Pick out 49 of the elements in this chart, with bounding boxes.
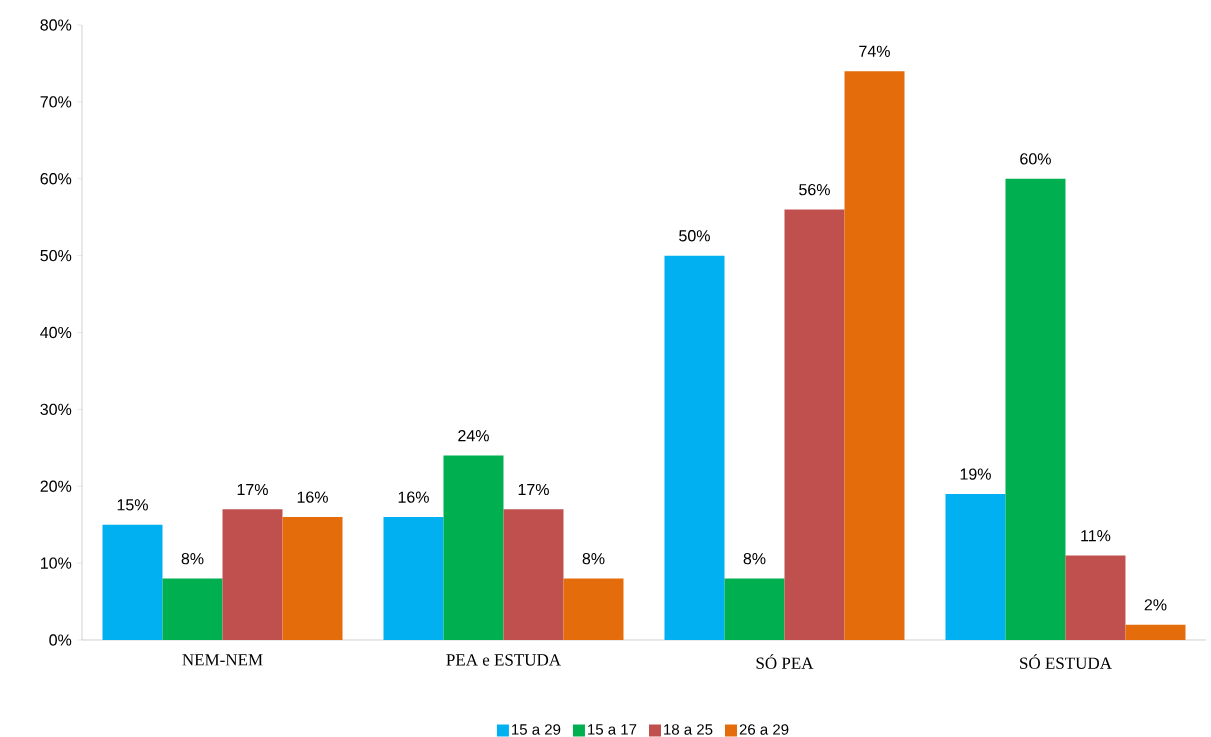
bar (282, 517, 343, 640)
data-label: 8% (582, 552, 605, 565)
data-label: 17% (237, 483, 268, 496)
bar (102, 524, 163, 640)
data-label: 50% (679, 230, 710, 242)
legend-label: 15 a 29 (512, 724, 561, 735)
y-tick-label: 60% (40, 173, 72, 185)
bar (945, 493, 1006, 640)
y-tick-label: 80% (40, 19, 72, 31)
data-label: 16% (297, 491, 328, 503)
x-tick-label: SÓ ESTUDA (1020, 654, 1112, 669)
bar (563, 578, 624, 640)
bar (503, 509, 564, 640)
bar (1125, 624, 1186, 640)
legend-label: 18 a 25 (664, 724, 713, 735)
bar (1005, 178, 1066, 640)
bar (1065, 555, 1126, 640)
bar (724, 578, 785, 640)
bar (664, 255, 725, 640)
data-label: 2% (1144, 599, 1167, 611)
x-tick-label: PEA e ESTUDA (446, 654, 561, 666)
y-tick-label: 70% (40, 96, 72, 108)
y-tick-label: 10% (41, 557, 72, 569)
data-label: 60% (1020, 153, 1051, 165)
data-label: 19% (960, 468, 991, 480)
legend-label: 15 a 17 (588, 724, 637, 735)
data-label: 15% (117, 499, 148, 511)
legend-label: 26 a 29 (739, 724, 789, 735)
data-label: 16% (398, 491, 429, 503)
x-tick-label: NEM-NEM (182, 654, 263, 666)
bar (784, 209, 845, 640)
y-tick-label: 50% (40, 249, 72, 262)
data-label: 11% (1081, 530, 1111, 542)
bar (844, 71, 905, 640)
y-tick-label: 0% (49, 634, 72, 646)
y-tick-label: 40% (40, 326, 72, 339)
bar (222, 509, 283, 640)
data-label: 74% (859, 45, 890, 57)
y-tick-label: 20% (40, 480, 72, 492)
bar (383, 517, 444, 640)
data-label: 8% (743, 552, 766, 565)
bar (443, 455, 504, 640)
y-tick-label: 30% (40, 403, 72, 416)
data-label: 17% (518, 483, 549, 496)
bar (162, 578, 223, 640)
x-tick-label: SÓ PEA (756, 654, 814, 669)
data-label: 56% (799, 183, 830, 196)
data-label: 24% (458, 430, 489, 442)
data-label: 8% (181, 552, 204, 565)
